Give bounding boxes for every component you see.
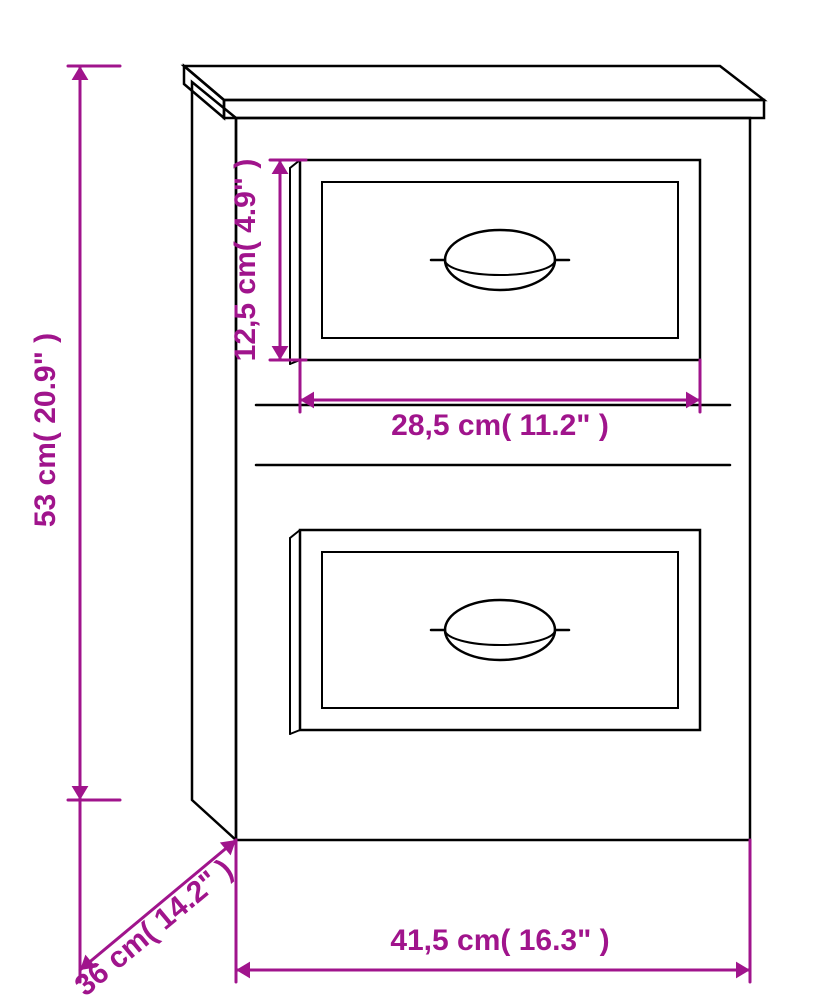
dim-height: 53 cm( 20.9" ) (29, 66, 120, 800)
dim-width-label: 41,5 cm( 16.3" ) (390, 924, 609, 957)
dim-depth: 36 cm( 14.2" ) (69, 800, 239, 1003)
dim-drawer-height-label: 12,5 cm( 4.9" ) (229, 159, 262, 362)
dim-depth-label: 36 cm( 14.2" ) (69, 853, 239, 1003)
dimensions: 53 cm( 20.9" ) 12,5 cm( 4.9" ) 28,5 cm( 11… (29, 66, 750, 1003)
dim-drawer-width: 28,5 cm( 11.2" ) (300, 360, 700, 442)
drawer-2 (290, 530, 700, 734)
dim-drawer-height: 12,5 cm( 4.9" ) (229, 159, 306, 362)
drawer-1 (290, 160, 700, 364)
dim-width: 41,5 cm( 16.3" ) (236, 840, 750, 982)
cabinet-drawing (184, 66, 764, 840)
dim-height-label: 53 cm( 20.9" ) (29, 333, 62, 527)
dim-drawer-width-label: 28,5 cm( 11.2" ) (391, 409, 609, 442)
